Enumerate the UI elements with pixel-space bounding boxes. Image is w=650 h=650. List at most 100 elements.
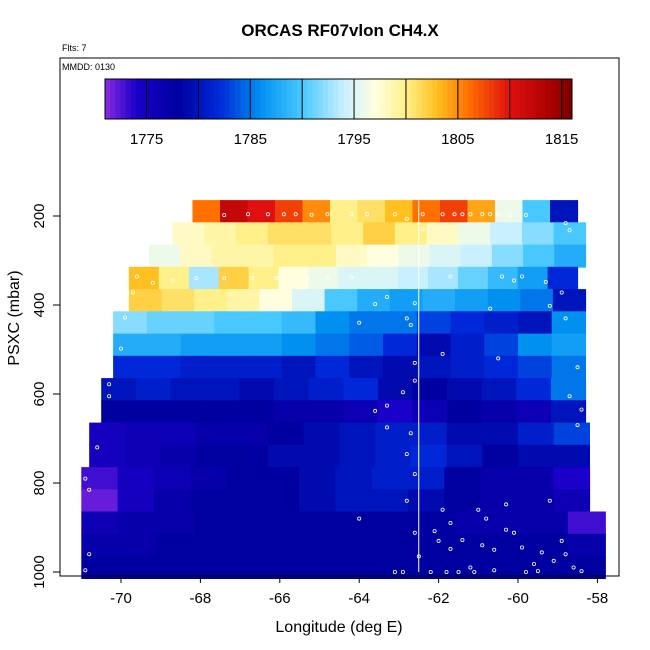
heatmap-cell <box>484 311 519 335</box>
data-point <box>408 431 413 436</box>
heatmap-cell <box>446 444 483 468</box>
data-point <box>480 212 485 217</box>
heatmap-cell <box>190 489 228 513</box>
data-point <box>404 316 409 321</box>
colorbar-segment <box>110 79 116 119</box>
data-point <box>400 570 405 575</box>
colorbar-segment <box>167 79 173 119</box>
heatmap-cell <box>193 533 232 557</box>
data-point <box>349 275 354 280</box>
heatmap-cell <box>428 266 459 290</box>
data-point <box>412 360 417 365</box>
heatmap-cell <box>567 533 606 557</box>
heatmap-cell <box>460 244 493 268</box>
heatmap-cell <box>481 378 517 402</box>
heatmap-cell <box>412 378 448 402</box>
colorbar-tick-label: 1805 <box>441 131 474 148</box>
data-point <box>504 527 509 532</box>
heatmap-cell <box>553 444 590 468</box>
heatmap-cell <box>89 444 126 468</box>
colorbar-tick-label: 1815 <box>545 131 578 148</box>
heatmap-cell <box>484 333 519 357</box>
data-point <box>531 562 536 567</box>
colorbar-segment <box>276 79 282 119</box>
data-point <box>281 212 286 217</box>
data-point <box>559 290 564 295</box>
data-point <box>488 212 493 217</box>
heatmap-cell <box>125 444 162 468</box>
data-point <box>373 408 378 413</box>
heatmap-cell <box>482 444 519 468</box>
heatmap-cell <box>170 378 206 402</box>
heatmap-cell <box>248 266 280 290</box>
heatmap-cell <box>338 266 369 290</box>
data-point <box>305 276 310 281</box>
heatmap-cell <box>192 200 221 224</box>
heatmap-cell <box>357 200 386 224</box>
colorbar-tick-label: 1785 <box>234 131 267 148</box>
heatmap-cell <box>231 533 269 557</box>
heatmap-cell <box>81 533 120 557</box>
heatmap-cell <box>429 244 462 268</box>
colorbar-segment <box>182 79 189 119</box>
heatmap-cell <box>226 289 260 313</box>
heatmap-cell <box>161 289 195 313</box>
x-tick-label: -64 <box>348 590 370 607</box>
heatmap-cell <box>101 400 137 424</box>
data-point <box>460 538 465 543</box>
y-axis: 200 400 600 800 1000 <box>31 203 60 589</box>
heatmap-cell <box>339 422 376 446</box>
heatmap-cell <box>516 400 552 424</box>
data-point <box>170 278 175 283</box>
heatmap-cell <box>440 200 469 224</box>
heatmap-cell <box>380 511 419 535</box>
data-point <box>551 558 556 563</box>
heatmap-cell <box>455 533 494 557</box>
colorbar-segment <box>136 79 142 119</box>
colorbar-segment <box>478 79 485 119</box>
colorbar-segment <box>463 79 469 119</box>
heatmap-cell <box>128 266 160 290</box>
heatmap-cell <box>268 556 307 579</box>
colorbar-segment <box>509 79 516 119</box>
data-point <box>563 316 568 321</box>
heatmap-cell <box>343 400 379 424</box>
heatmap-cell <box>101 378 137 402</box>
colorbar-segment <box>551 79 557 119</box>
colorbar-segment <box>198 79 205 119</box>
colorbar-segment <box>141 79 148 119</box>
heatmap-cell <box>275 200 304 224</box>
heatmap-cell <box>530 533 569 557</box>
heatmap-cell <box>375 422 412 446</box>
heatmap-cell <box>518 355 553 379</box>
heatmap-cell <box>553 489 591 513</box>
data-point <box>448 274 453 279</box>
heatmap-cell <box>410 422 448 446</box>
heatmap-cell <box>567 556 606 579</box>
heatmap-cell <box>416 355 452 379</box>
colorbar-segment <box>296 79 303 119</box>
heatmap-cell <box>274 400 310 424</box>
x-tick-label: -60 <box>507 590 529 607</box>
heatmap-cell <box>450 355 485 379</box>
colorbar-segment <box>380 79 386 119</box>
colorbar-segment <box>115 79 122 119</box>
colorbar-segment <box>322 79 329 119</box>
data-point <box>476 507 481 512</box>
heatmap-cell <box>188 266 220 290</box>
data-point <box>349 212 354 217</box>
heatmap-cell <box>518 311 553 335</box>
data-point <box>428 570 433 575</box>
colorbar-segment <box>338 79 345 119</box>
heatmap-cell <box>267 422 305 446</box>
heatmap-cell <box>204 378 241 402</box>
data-point <box>444 570 449 575</box>
heatmap-cell <box>315 333 350 357</box>
heatmap-cell <box>455 556 494 579</box>
data-point <box>523 570 528 575</box>
heatmap-cell <box>196 422 233 446</box>
chart-title: ORCAS RF07vlon CH4.X <box>241 21 439 40</box>
colorbar-segment <box>234 79 241 119</box>
data-point <box>357 320 362 325</box>
heatmap-cell <box>484 355 519 379</box>
